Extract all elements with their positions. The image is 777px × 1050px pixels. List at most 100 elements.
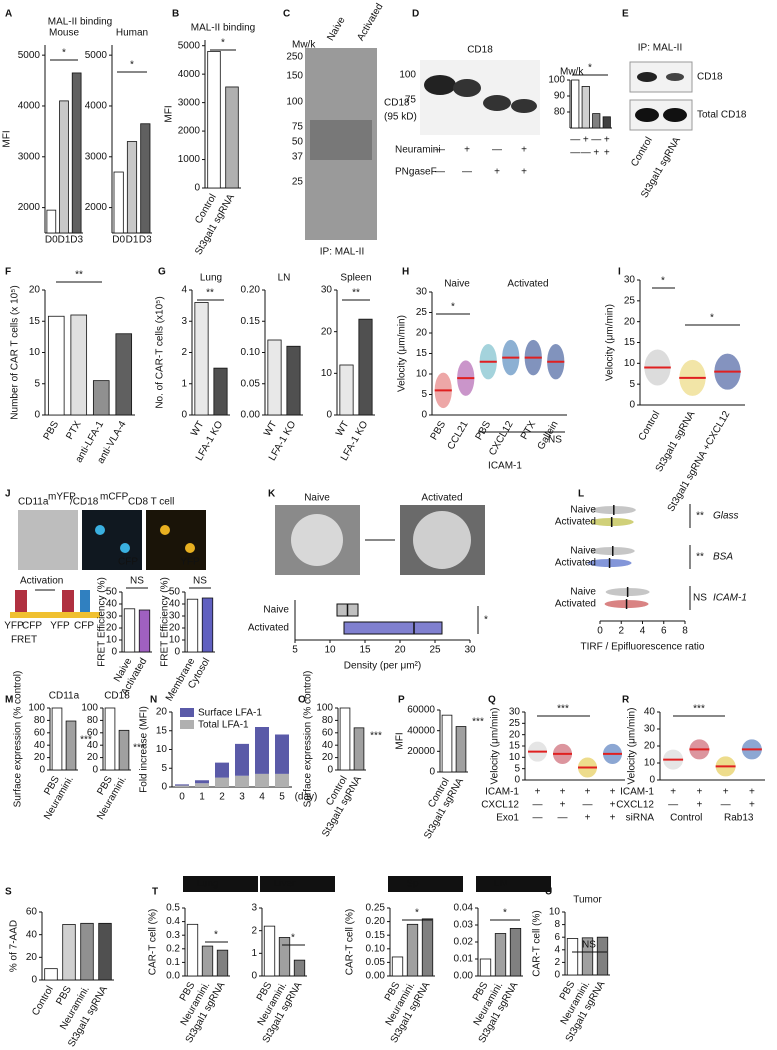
- y-tick-label: 100: [316, 703, 333, 714]
- significance: *: [451, 302, 455, 313]
- x-tick-label: D0: [45, 235, 58, 246]
- x-tick-label: 20: [394, 645, 406, 656]
- y-tick-label: 20: [106, 623, 118, 634]
- bar: [104, 707, 116, 771]
- label: IP: MAL-II: [638, 43, 682, 54]
- row-value: —: [721, 800, 731, 811]
- panel-label: L: [578, 489, 584, 500]
- label: YFP: [4, 621, 24, 632]
- label: 100: [399, 70, 416, 81]
- y-tick-label: 15: [29, 316, 41, 327]
- label: Activation: [20, 576, 63, 587]
- significance: NS: [130, 576, 144, 587]
- y-tick-label: 50: [169, 587, 181, 598]
- label: CFP: [22, 621, 42, 632]
- y-tick-label: 10: [509, 752, 521, 763]
- bar: [123, 608, 136, 653]
- y-tick-label: 0.01: [454, 954, 474, 965]
- x-tick-label: WT: [334, 419, 351, 438]
- y-tick-label: 10: [624, 358, 636, 369]
- x-tick-label: Control: [30, 984, 56, 1017]
- significance: *: [503, 908, 507, 919]
- significance: *: [588, 63, 592, 74]
- label: /CD18: [70, 497, 99, 508]
- bar: [358, 318, 373, 416]
- group-label: Glass: [713, 511, 739, 522]
- label: IP: MAL-II: [320, 247, 364, 258]
- chart-title: Lung: [196, 879, 218, 890]
- row-value: —: [591, 135, 601, 146]
- y-tick-label: 3: [251, 903, 257, 914]
- y-tick-label: 2: [251, 925, 257, 936]
- micrograph: [18, 510, 78, 570]
- y-tick-label: 30: [106, 611, 118, 622]
- bar: [98, 922, 112, 981]
- bar: [113, 171, 124, 234]
- y-tick-label: 30: [416, 287, 428, 298]
- y-tick-label: 90: [554, 91, 566, 102]
- y-tick-label: 10: [169, 635, 181, 646]
- label: Naive: [444, 279, 470, 290]
- y-tick-label: 5: [34, 378, 40, 389]
- y-axis-label: Surface expression (% control): [303, 671, 314, 808]
- chart-title: Human: [116, 28, 148, 39]
- bar: [509, 928, 522, 977]
- x-tick-label: D1: [126, 235, 139, 246]
- label: YFP: [180, 557, 200, 568]
- significance: NS: [548, 435, 562, 446]
- row-value: +: [670, 787, 676, 798]
- bar: [138, 609, 151, 653]
- y-tick-label: 8: [554, 919, 560, 930]
- title-box: [388, 876, 463, 892]
- y-tick-label: 0.00: [241, 410, 261, 421]
- x-tick-label: PTX: [519, 419, 538, 442]
- label: —: [492, 145, 502, 156]
- title-box: [260, 876, 335, 892]
- y-tick-label: 10: [106, 635, 118, 646]
- row-value: +: [585, 787, 591, 798]
- panel-label: I: [618, 267, 621, 278]
- row-value: +: [583, 135, 589, 146]
- y-tick-label: 40: [169, 599, 181, 610]
- row-value: —: [558, 813, 568, 824]
- x-tick-label: CCL21: [446, 419, 471, 452]
- y-tick-label: Naive: [263, 605, 289, 616]
- bar-segment: [235, 775, 249, 787]
- y-tick-label: 0.1: [166, 957, 180, 968]
- y-tick-label: 20: [644, 741, 656, 752]
- chart-title: LN: [278, 273, 291, 284]
- bar: [70, 314, 88, 416]
- row-label: Exo1: [496, 813, 519, 824]
- significance: ***: [80, 735, 92, 746]
- sem-cell: [413, 511, 471, 569]
- y-tick-label: 0.05: [366, 957, 386, 968]
- bar: [592, 113, 601, 129]
- bar-segment: [255, 727, 269, 774]
- cell: [160, 525, 170, 535]
- panel-label: O: [298, 695, 306, 706]
- significance: ***: [472, 717, 484, 728]
- y-tick-label: 0.10: [241, 347, 261, 358]
- y-tick-label: 20: [624, 316, 636, 327]
- panel-label: C: [283, 9, 290, 20]
- label: FRET: [11, 635, 37, 646]
- panel-label: F: [5, 267, 11, 278]
- x-tick-label: WT: [189, 419, 206, 438]
- y-tick-label: 20000: [407, 746, 435, 757]
- bar-segment: [255, 773, 269, 787]
- y-tick-label: 0: [514, 775, 520, 786]
- blot-band: [310, 120, 372, 160]
- label: CD11a: [18, 497, 49, 508]
- y-axis-label: MFI: [164, 105, 175, 122]
- sem-cell: [291, 514, 343, 566]
- y-tick-label: 2: [554, 957, 560, 968]
- bar: [201, 945, 214, 977]
- row-value: +: [749, 787, 755, 798]
- x-tick-label: 8: [682, 626, 688, 637]
- y-tick-label: 0: [554, 970, 560, 981]
- y-tick-label: Naive: [570, 587, 596, 598]
- bar: [59, 100, 69, 234]
- y-tick-label: 20: [34, 752, 46, 763]
- row-value: +: [535, 787, 541, 798]
- y-tick-label: 0: [421, 410, 427, 421]
